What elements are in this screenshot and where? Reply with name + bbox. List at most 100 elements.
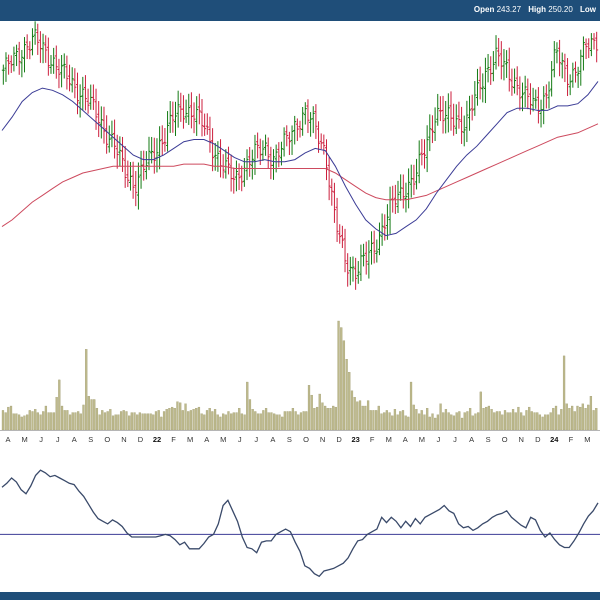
price-bar bbox=[560, 52, 564, 79]
price-bar bbox=[370, 231, 374, 265]
open-label: Open bbox=[473, 5, 495, 14]
volume-bar bbox=[195, 408, 198, 431]
price-bar bbox=[181, 95, 185, 129]
x-axis-month-label: F bbox=[370, 435, 375, 444]
volume-bar bbox=[439, 403, 442, 431]
price-bar bbox=[12, 46, 16, 72]
volume-bar bbox=[530, 411, 533, 431]
price-bar bbox=[266, 137, 270, 169]
price-bar bbox=[187, 93, 191, 125]
volume-bar bbox=[66, 410, 69, 431]
volume-bar bbox=[407, 416, 410, 431]
volume-bar bbox=[541, 416, 544, 431]
price-bar bbox=[528, 83, 532, 115]
price-bar bbox=[584, 38, 588, 60]
volume-bar bbox=[417, 413, 421, 431]
price-bar bbox=[563, 53, 567, 83]
volume-bar bbox=[168, 408, 171, 431]
price-bar bbox=[306, 99, 310, 134]
volume-bar bbox=[141, 413, 144, 431]
volume-bar bbox=[353, 397, 356, 431]
price-bar bbox=[473, 81, 477, 116]
price-bar bbox=[542, 86, 546, 125]
fast-moving-average-line bbox=[1, 81, 599, 237]
price-bar bbox=[144, 151, 148, 180]
volume-bar bbox=[568, 408, 571, 431]
price-bar bbox=[539, 99, 543, 128]
x-axis-month-label: O bbox=[104, 435, 110, 444]
price-bar bbox=[362, 243, 366, 267]
x-axis-year-label: 23 bbox=[352, 435, 360, 444]
price-bar bbox=[171, 101, 175, 133]
x-axis-month-label: M bbox=[220, 435, 226, 444]
price-bar bbox=[36, 23, 40, 55]
volume-bar bbox=[291, 408, 295, 431]
price-bar bbox=[422, 139, 426, 169]
price-bar bbox=[192, 102, 196, 134]
price-bar bbox=[579, 49, 583, 86]
volume-bar bbox=[109, 409, 112, 431]
x-axis-month-label: J bbox=[238, 435, 242, 444]
x-axis-month-label: F bbox=[569, 435, 574, 444]
price-bar bbox=[269, 146, 273, 180]
price-bar bbox=[126, 160, 130, 188]
volume-bar bbox=[560, 409, 563, 431]
high-value: 250.20 bbox=[548, 5, 573, 14]
volume-bar bbox=[146, 413, 150, 431]
price-bar bbox=[335, 197, 339, 242]
volume-bar bbox=[522, 415, 525, 431]
volume-bar bbox=[388, 412, 391, 431]
bottom-bar bbox=[0, 592, 600, 600]
volume-bar bbox=[187, 411, 190, 431]
volume-bar bbox=[404, 415, 407, 431]
price-bar bbox=[441, 95, 445, 134]
volume-bar bbox=[87, 396, 90, 431]
volume-bar bbox=[326, 408, 329, 431]
volume-bar bbox=[216, 414, 219, 431]
volume-bar bbox=[179, 402, 182, 431]
volume-bar bbox=[138, 412, 141, 431]
price-bar bbox=[462, 115, 466, 147]
volume-bar bbox=[544, 414, 547, 431]
volume-bar bbox=[377, 405, 380, 431]
volume-bar bbox=[31, 411, 34, 431]
volume-bar bbox=[436, 414, 440, 431]
volume-bar bbox=[584, 408, 587, 431]
price-bar bbox=[555, 42, 559, 64]
price-bar bbox=[547, 81, 551, 109]
volume-bar bbox=[289, 411, 292, 431]
x-axis-month-label: A bbox=[270, 435, 275, 444]
price-bar bbox=[166, 111, 170, 152]
price-bar bbox=[250, 149, 254, 180]
price-bar bbox=[396, 180, 400, 213]
volume-bar bbox=[251, 409, 254, 431]
volume-bar bbox=[36, 412, 39, 431]
volume-bar bbox=[506, 412, 509, 431]
x-axis-month-label: N bbox=[121, 435, 126, 444]
volume-bar bbox=[286, 411, 289, 431]
volume-bar bbox=[557, 414, 560, 431]
price-bar bbox=[367, 240, 371, 279]
volume-bar bbox=[256, 413, 260, 431]
volume-bar bbox=[396, 414, 399, 431]
price-bar bbox=[457, 101, 461, 129]
volume-bar bbox=[487, 405, 491, 431]
price-bar bbox=[232, 167, 236, 194]
volume-bar bbox=[297, 414, 300, 431]
price-bar bbox=[9, 55, 13, 73]
price-bar bbox=[89, 84, 93, 110]
volume-bar bbox=[356, 401, 359, 431]
price-bar bbox=[301, 106, 305, 136]
price-bar bbox=[163, 127, 167, 152]
price-bar bbox=[483, 57, 487, 104]
volume-bar bbox=[58, 379, 61, 431]
volume-bar bbox=[573, 411, 576, 431]
volume-bar bbox=[576, 405, 579, 431]
price-bar bbox=[60, 55, 64, 88]
volume-bar bbox=[342, 340, 346, 431]
price-bar bbox=[234, 160, 238, 192]
price-bar bbox=[272, 149, 276, 180]
volume-bar bbox=[63, 410, 66, 431]
volume-bar bbox=[224, 414, 227, 431]
price-bar bbox=[4, 52, 8, 82]
